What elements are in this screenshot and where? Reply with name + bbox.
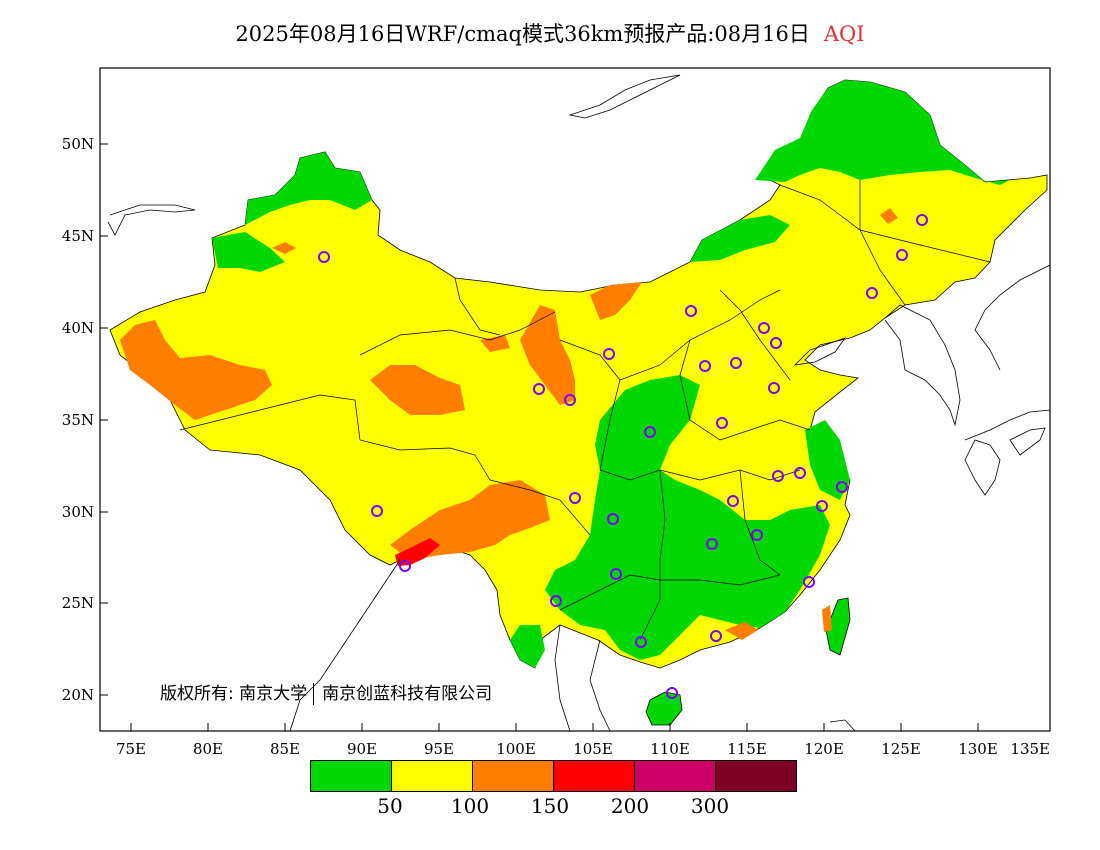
aqi-good-inner-mongolia: [690, 215, 790, 262]
lon-label: 125E: [881, 740, 921, 758]
title-variable: AQI: [823, 22, 865, 46]
map-frame: [99, 67, 1051, 732]
lon-label: 80E: [193, 740, 223, 758]
colorbar-segment: [716, 761, 796, 791]
lon-label: 110E: [650, 740, 690, 758]
copyright-org2: 南京创蓝科技有限公司: [322, 684, 493, 704]
aqi-sensitive-patch4: [822, 605, 832, 632]
aqi-sensitive-gansu: [520, 305, 575, 405]
neighbor-outlines: [107, 74, 1050, 731]
aqi-sensitive-qinghai: [370, 365, 465, 415]
colorbar-segment: [473, 761, 554, 791]
colorbar-segment: [635, 761, 716, 791]
colorbar-label: 100: [450, 794, 490, 818]
station-marker: [770, 337, 782, 349]
station-marker: [318, 251, 330, 263]
station-marker: [371, 505, 383, 517]
station-marker: [758, 322, 770, 334]
lat-label: 45N: [62, 227, 94, 245]
copyright-label: 版权所有:: [160, 684, 234, 704]
station-marker: [836, 481, 848, 493]
aqi-good-central-south: [545, 375, 830, 660]
station-marker: [569, 492, 581, 504]
colorbar-segment: [311, 761, 392, 791]
station-marker: [751, 529, 763, 541]
copyright-notice: 版权所有: 南京大学 南京创蓝科技有限公司: [160, 679, 492, 705]
aqi-sensitive-patch2: [272, 242, 296, 254]
station-marker: [716, 417, 728, 429]
lat-label: 20N: [62, 686, 94, 704]
aqi-unhealthy-tibet: [395, 538, 440, 566]
lon-label: 130E: [958, 740, 998, 758]
station-marker: [399, 560, 411, 572]
lon-label: 90E: [347, 740, 377, 758]
lat-label: 30N: [62, 503, 94, 521]
lon-label: 95E: [424, 740, 454, 758]
lat-label: 50N: [62, 135, 94, 153]
aqi-sensitive-patch3: [725, 622, 758, 640]
station-marker: [644, 426, 656, 438]
station-marker: [685, 305, 697, 317]
aqi-good-northwest: [245, 152, 372, 225]
station-marker: [635, 636, 647, 648]
station-marker: [666, 687, 678, 699]
station-markers: [318, 214, 928, 699]
aqi-good-northeast: [755, 80, 1010, 185]
aqi-sensitive-xinjiang: [120, 320, 272, 420]
station-marker: [816, 500, 828, 512]
station-marker: [803, 576, 815, 588]
colorbar-segment: [392, 761, 473, 791]
province-boundaries: [179, 180, 991, 641]
station-marker: [533, 383, 545, 395]
lon-label: 105E: [573, 740, 613, 758]
lon-label: 135E: [1010, 740, 1050, 758]
axis-ticks: 50N 45N 40N 35N 30N 25N 20N 75E 80E 85E 90E 95E 100E…: [62, 135, 1051, 758]
colorbar-label: 150: [530, 794, 570, 818]
aqi-sensitive-mongolia: [590, 282, 642, 320]
station-marker: [699, 360, 711, 372]
station-marker: [610, 568, 622, 580]
aqi-good-east: [805, 420, 850, 500]
station-marker: [550, 595, 562, 607]
station-marker: [730, 357, 742, 369]
map-plot-area: [107, 74, 1050, 731]
lon-label: 85E: [270, 740, 300, 758]
station-marker: [706, 538, 718, 550]
lon-label: 75E: [116, 740, 146, 758]
station-marker: [896, 249, 908, 261]
station-marker: [916, 214, 928, 226]
station-marker: [794, 467, 806, 479]
lat-label: 25N: [62, 594, 94, 612]
station-marker: [607, 513, 619, 525]
lat-label: 35N: [62, 411, 94, 429]
aqi-good-xinjiang-west: [212, 232, 285, 272]
aqi-good-hainan: [645, 691, 683, 726]
station-marker: [768, 382, 780, 394]
colorbar-label: 50: [377, 794, 403, 818]
station-marker: [866, 287, 878, 299]
title-main: 2025年08月16日WRF/cmaq模式36km预报产品:08月16日: [235, 22, 810, 46]
copyright-org1: 南京大学: [239, 684, 308, 704]
aqi-good-yunnan: [510, 625, 545, 668]
aqi-colorbar: [310, 760, 797, 792]
station-marker: [727, 495, 739, 507]
aqi-sensitive-patch1: [880, 208, 898, 224]
colorbar-label: 300: [690, 794, 730, 818]
colorbar-label: 200: [610, 794, 650, 818]
station-marker: [710, 630, 722, 642]
station-marker: [772, 470, 784, 482]
map-title: 2025年08月16日WRF/cmaq模式36km预报产品:08月16日 AQI: [0, 18, 1100, 48]
station-marker: [603, 348, 615, 360]
lat-label: 40N: [62, 319, 94, 337]
colorbar-segment: [554, 761, 635, 791]
lon-label: 100E: [496, 740, 536, 758]
lon-label: 120E: [804, 740, 844, 758]
copyright-separator: [313, 683, 315, 705]
lon-label: 115E: [727, 740, 767, 758]
station-marker: [564, 394, 576, 406]
